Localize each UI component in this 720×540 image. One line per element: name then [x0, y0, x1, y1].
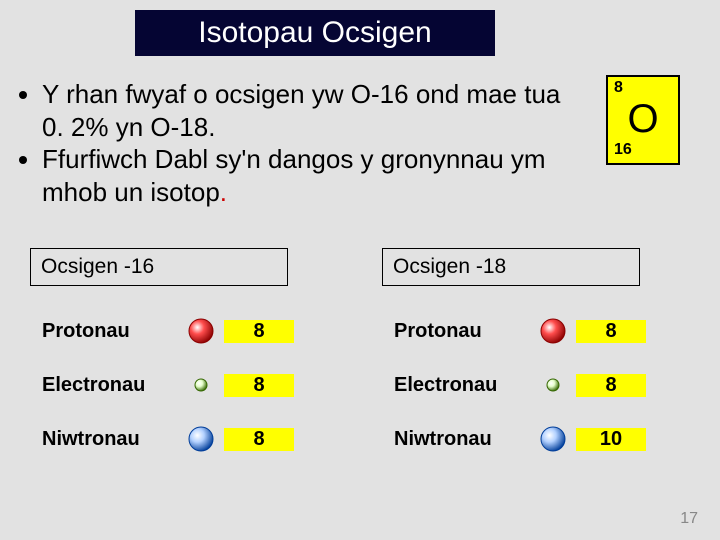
- particle-label: Protonau: [30, 320, 178, 343]
- bullet-text: Ffurfiwch Dabl sy'n dangos y gronynnau y…: [42, 144, 546, 207]
- isotope-tables: Ocsigen -16 Protonau 8 Electronau: [30, 248, 690, 466]
- particle-value: 8: [224, 428, 294, 451]
- particle-value: 8: [576, 320, 646, 343]
- table-row: Electronau 8: [30, 358, 338, 412]
- slide-title: Isotopau Ocsigen: [135, 10, 495, 56]
- slide-title-text: Isotopau Ocsigen: [198, 16, 431, 50]
- slide: Isotopau Ocsigen Y rhan fwyaf o ocsigen …: [0, 0, 720, 540]
- particle-value: 8: [224, 374, 294, 397]
- mass-number: 16: [614, 141, 632, 159]
- bullet-text: Y rhan fwyaf o ocsigen yw O-16 ond mae t…: [42, 79, 560, 142]
- element-box: 8 O 16: [606, 75, 680, 165]
- isotope-table: Ocsigen -16 Protonau 8 Electronau: [30, 248, 338, 466]
- neutron-icon: [178, 425, 224, 453]
- isotope-table: Ocsigen -18 Protonau 8 Electronau: [382, 248, 690, 466]
- particle-value: 8: [576, 374, 646, 397]
- proton-icon: [530, 317, 576, 345]
- particle-label: Niwtronau: [30, 428, 178, 451]
- electron-icon: [178, 377, 224, 393]
- page-number: 17: [680, 510, 698, 528]
- bullet-item: Y rhan fwyaf o ocsigen yw O-16 ond mae t…: [42, 78, 573, 143]
- particle-label: Electronau: [382, 374, 530, 397]
- isotope-header: Ocsigen -16: [30, 248, 288, 286]
- particle-label: Electronau: [30, 374, 178, 397]
- bullet-list: Y rhan fwyaf o ocsigen yw O-16 ond mae t…: [18, 78, 573, 208]
- particle-label: Niwtronau: [382, 428, 530, 451]
- table-row: Niwtronau 10: [382, 412, 690, 466]
- bullet-item: Ffurfiwch Dabl sy'n dangos y gronynnau y…: [42, 143, 573, 208]
- bullet-period: .: [220, 177, 227, 207]
- isotope-header: Ocsigen -18: [382, 248, 640, 286]
- particle-label: Protonau: [382, 320, 530, 343]
- particle-value: 8: [224, 320, 294, 343]
- element-symbol: O: [627, 99, 658, 139]
- electron-icon: [530, 377, 576, 393]
- atomic-number: 8: [614, 79, 623, 97]
- neutron-icon: [530, 425, 576, 453]
- table-row: Protonau 8: [30, 304, 338, 358]
- table-row: Protonau 8: [382, 304, 690, 358]
- table-row: Niwtronau 8: [30, 412, 338, 466]
- particle-value: 10: [576, 428, 646, 451]
- table-row: Electronau 8: [382, 358, 690, 412]
- proton-icon: [178, 317, 224, 345]
